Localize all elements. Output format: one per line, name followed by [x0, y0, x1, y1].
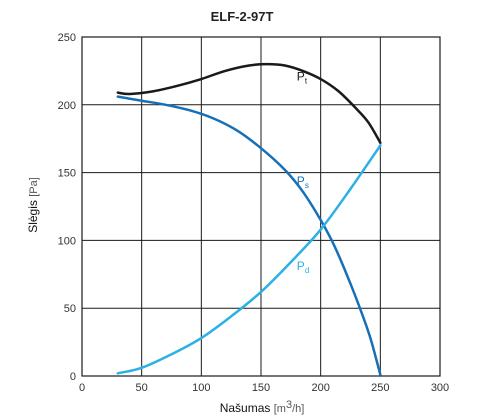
series-curves — [116, 62, 382, 376]
y-tick-label: 100 — [58, 235, 76, 247]
y-tick-label: 150 — [58, 168, 76, 180]
x-tick-label: 50 — [136, 382, 148, 394]
x-tick-label: 150 — [252, 382, 270, 394]
series-labels: Pt Ps Pd — [297, 69, 309, 275]
plot-frame — [81, 36, 441, 377]
x-tick-labels: 0 50 100 150 200 250 300 — [79, 382, 449, 394]
x-axis-label: Našumas [m3/h] — [220, 399, 305, 415]
x-tick-label: 300 — [431, 382, 449, 394]
y-tick-label: 0 — [70, 371, 76, 383]
x-tick-label: 200 — [311, 382, 329, 394]
y-tick-label: 250 — [58, 32, 76, 44]
y-axis-label: Slėgis [Pa] — [26, 177, 40, 233]
series-line-pd — [116, 144, 382, 375]
series-label-pt: Pt — [297, 69, 308, 85]
series-line-pt — [116, 62, 382, 145]
chart-title: ELF-2-97T — [211, 9, 274, 24]
x-tick-label: 0 — [79, 382, 85, 394]
y-tick-labels: 0 50 100 150 200 250 — [58, 32, 76, 383]
grid-lines — [81, 36, 441, 377]
series-label-pd: Pd — [297, 259, 309, 275]
series-line-ps — [116, 95, 382, 376]
x-tick-label: 250 — [371, 382, 389, 394]
series-label-ps: Ps — [297, 174, 309, 190]
y-tick-label: 200 — [58, 100, 76, 112]
y-tick-label: 50 — [64, 303, 76, 315]
x-tick-label: 100 — [192, 382, 210, 394]
